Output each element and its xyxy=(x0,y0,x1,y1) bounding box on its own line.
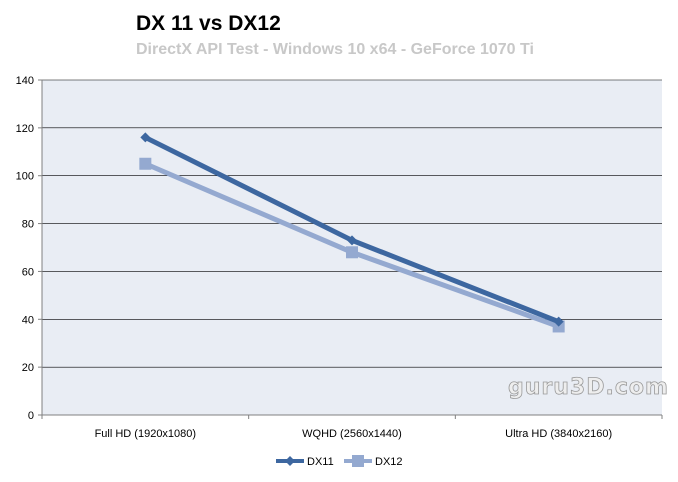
data-point-dx11 xyxy=(140,132,151,143)
series-lines xyxy=(139,132,565,333)
y-tick-label: 140 xyxy=(16,75,34,87)
x-tick-label: Ultra HD (3840x2160) xyxy=(505,428,612,440)
x-tick-label: Full HD (1920x1080) xyxy=(95,428,197,440)
y-tick-label: 40 xyxy=(22,314,34,326)
legend: DX11 DX12 xyxy=(276,455,403,468)
chart-title: DX 11 vs DX12 xyxy=(136,12,281,35)
data-point-dx11 xyxy=(553,316,564,327)
y-tick-label: 100 xyxy=(16,171,34,183)
data-point-dx12 xyxy=(139,157,152,170)
legend-label-dx12: DX12 xyxy=(375,456,403,468)
x-tick-label: WQHD (2560x1440) xyxy=(302,428,402,440)
data-point-dx11 xyxy=(347,235,357,246)
data-point-dx12 xyxy=(346,246,358,259)
legend-label-dx11: DX11 xyxy=(307,456,334,468)
watermark-logo: guru3D.com xyxy=(508,375,669,400)
y-tick-label: 60 xyxy=(22,266,34,278)
y-tick-label: 80 xyxy=(22,219,34,231)
y-tick-label: 120 xyxy=(16,123,34,135)
legend-marker-dx12 xyxy=(352,455,364,467)
legend-marker-dx11 xyxy=(285,456,295,466)
y-tick-label: 0 xyxy=(28,410,34,422)
gridlines xyxy=(42,79,662,416)
chart-subtitle: DirectX API Test - Windows 10 x64 - GeFo… xyxy=(136,41,534,58)
axes: 0 20 40 60 80 100 120 140 Full HD (1920x1080) WQH… xyxy=(16,75,663,440)
y-tick-label: 20 xyxy=(22,362,34,374)
